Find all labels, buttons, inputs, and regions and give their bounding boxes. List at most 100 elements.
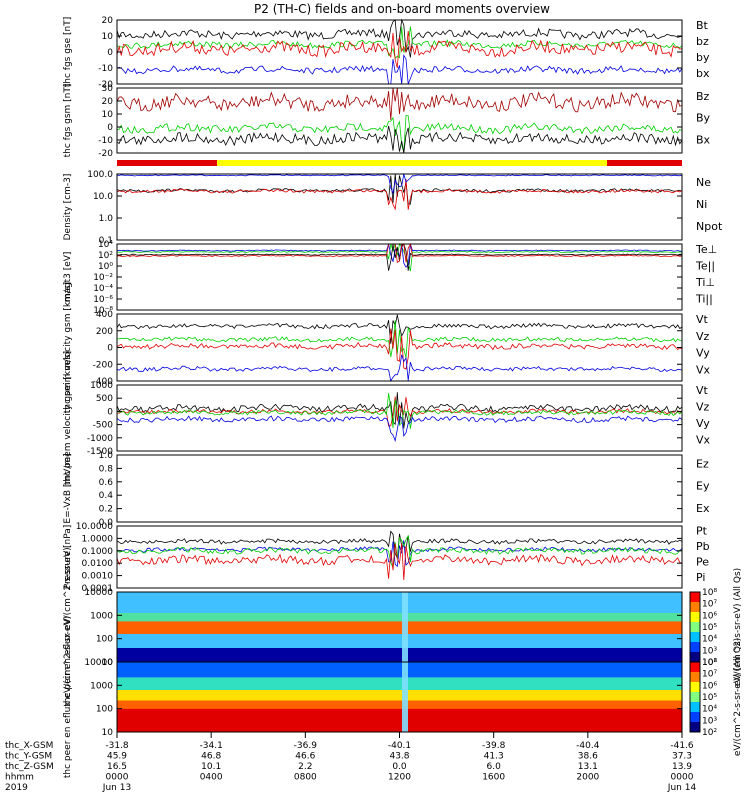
y-axis-label: thc peem velocity gsm [km/s] bbox=[63, 351, 73, 485]
colorbar-swatch bbox=[690, 652, 700, 663]
legend-entry: bx bbox=[696, 67, 710, 80]
x-tick-label: 41.3 bbox=[484, 752, 504, 762]
panel-frame bbox=[116, 454, 683, 523]
colorbar-tick-label: 10⁶ bbox=[702, 611, 717, 621]
panel-8: 10.0000 1.0000 0.1000 0.0100 0.0010 0.0001 Pre… bbox=[63, 522, 710, 594]
y-tick-label: 100 bbox=[96, 635, 113, 645]
y-tick-label: 10² bbox=[98, 251, 113, 261]
colorbar-tick-label: 10⁴ bbox=[702, 705, 717, 715]
y-tick-label: 200 bbox=[96, 327, 113, 337]
series-green bbox=[116, 534, 683, 570]
y-axis-label: thc peer en eflux eV/(cm^2-s-sr-eV) bbox=[63, 616, 73, 778]
spectrogram-feature bbox=[402, 662, 408, 732]
x-tick-label: 0800 bbox=[294, 773, 317, 783]
x-tick-label: 1600 bbox=[482, 773, 505, 783]
y-tick-label: 10⁰ bbox=[98, 262, 113, 272]
legend-entry: Pb bbox=[696, 540, 710, 553]
colorbar-swatch bbox=[690, 632, 700, 643]
colorbar-tick-label: 10⁸ bbox=[702, 658, 717, 668]
colorbar-tick-label: 10³ bbox=[702, 716, 717, 726]
y-tick-label: 400 bbox=[96, 310, 113, 320]
y-axis-label: magt3 [eV] bbox=[63, 252, 73, 303]
y-tick-label: 10⁻⁸ bbox=[93, 306, 113, 316]
y-tick-label: -200 bbox=[93, 360, 114, 370]
panel-frame bbox=[116, 243, 683, 311]
colorbar-swatch bbox=[690, 682, 700, 693]
panel-5: 400 200 0 -200 -400 thc peim velocity gsm [km… bbox=[63, 282, 711, 413]
y-tick-label: -20 bbox=[98, 80, 113, 90]
panel-frame bbox=[116, 19, 683, 85]
series-blue bbox=[116, 354, 683, 383]
x-tick-label: -31.8 bbox=[105, 741, 129, 751]
colorbar-tick-label: 10⁸ bbox=[702, 588, 717, 598]
colorbar-tick-label: 10³ bbox=[702, 646, 717, 656]
x-row-label: thc_Z-GSM bbox=[5, 762, 54, 772]
legend-entry: Ti⊥ bbox=[695, 276, 715, 289]
panel-frame bbox=[116, 384, 683, 452]
spectrogram-band bbox=[117, 648, 682, 663]
y-tick-label: 0.0010 bbox=[82, 572, 114, 582]
legend-entry: Bx bbox=[696, 133, 711, 146]
legend-entry: Ti|| bbox=[695, 293, 713, 306]
colorbar-tick-label: 10⁵ bbox=[702, 623, 717, 633]
legend-entry: Vt bbox=[696, 384, 709, 397]
x-tick-label: -34.1 bbox=[200, 741, 223, 751]
legend-entry: Vx bbox=[696, 363, 711, 376]
y-tick-label: -1500 bbox=[87, 447, 113, 457]
panel-frame bbox=[116, 87, 683, 154]
legend-entry: Npot bbox=[696, 220, 723, 233]
y-tick-label: 0.1000 bbox=[82, 547, 114, 557]
y-tick-label: 1.0 bbox=[99, 451, 114, 461]
series-red bbox=[116, 31, 683, 69]
y-tick-label: -400 bbox=[93, 377, 114, 387]
series-darkred bbox=[116, 87, 683, 120]
y-axis-label: Density [cm-3] bbox=[63, 174, 73, 241]
y-tick-label: 10 bbox=[102, 658, 114, 668]
series-green bbox=[116, 26, 683, 60]
y-tick-label: 10⁻⁶ bbox=[93, 295, 113, 305]
y-tick-label: 10⁴ bbox=[98, 240, 113, 250]
legend-entry: Te|| bbox=[695, 260, 715, 273]
x-tick-label: 0000 bbox=[106, 773, 129, 783]
y-tick-label: 1.0000 bbox=[82, 534, 114, 544]
y-tick-label: 10⁻⁴ bbox=[93, 284, 113, 294]
spectrogram-band bbox=[117, 592, 682, 614]
legend-entry: Vt bbox=[696, 313, 709, 326]
colorbar-tick-label: 10⁴ bbox=[702, 635, 717, 645]
y-axis-label: E=-VxB [mV/m] bbox=[63, 453, 73, 523]
x-tick-label: 43.8 bbox=[389, 752, 409, 762]
colorbar-swatch bbox=[690, 612, 700, 623]
colorbar-tick-label: 10⁷ bbox=[702, 600, 717, 610]
panel-9: 10000 1000 100 10 thc peir en eflux eV/(cm^2… bbox=[63, 547, 743, 706]
y-tick-label: 10000 bbox=[84, 588, 113, 598]
y-tick-label: -1000 bbox=[87, 434, 113, 444]
spectrogram-band bbox=[117, 700, 682, 710]
region-bar-segment bbox=[117, 160, 217, 166]
y-tick-label: 0 bbox=[107, 48, 113, 58]
y-axis-label: thc peim velocity gsm [km/s] bbox=[63, 282, 73, 413]
legend-entry: Ey bbox=[696, 480, 710, 493]
colorbar-swatch bbox=[690, 602, 700, 613]
y-tick-label: 10 bbox=[102, 110, 114, 120]
legend-entry: by bbox=[696, 51, 710, 64]
panel-frame bbox=[116, 525, 683, 589]
panel-1: 20 10 0 -10 -20 thc fgs gse [nT] Bt bz by bx bbox=[63, 16, 710, 90]
x-tick-label: -39.8 bbox=[482, 741, 506, 751]
x-tick-label: 46.8 bbox=[201, 752, 221, 762]
x-tick-label: 0400 bbox=[200, 773, 223, 783]
spectrogram-band bbox=[117, 613, 682, 622]
x-tick-label: 0.0 bbox=[392, 762, 407, 772]
panel-3: 100.0 10.0 1.0 0.1 Density [cm-3] Ne Ni Npot bbox=[63, 170, 723, 246]
y-tick-label: 0 bbox=[107, 407, 113, 417]
series-blue bbox=[116, 173, 683, 195]
legend-entry: Vz bbox=[696, 401, 710, 414]
y-tick-label: 1000 bbox=[90, 681, 113, 691]
legend-entry: Pt bbox=[696, 525, 708, 538]
x-tick-label: 1200 bbox=[388, 773, 411, 783]
y-tick-label: 0.8 bbox=[99, 464, 114, 474]
y-tick-label: 0.1 bbox=[99, 236, 113, 246]
spectrogram-band bbox=[117, 634, 682, 649]
y-tick-label: 20 bbox=[102, 16, 114, 26]
